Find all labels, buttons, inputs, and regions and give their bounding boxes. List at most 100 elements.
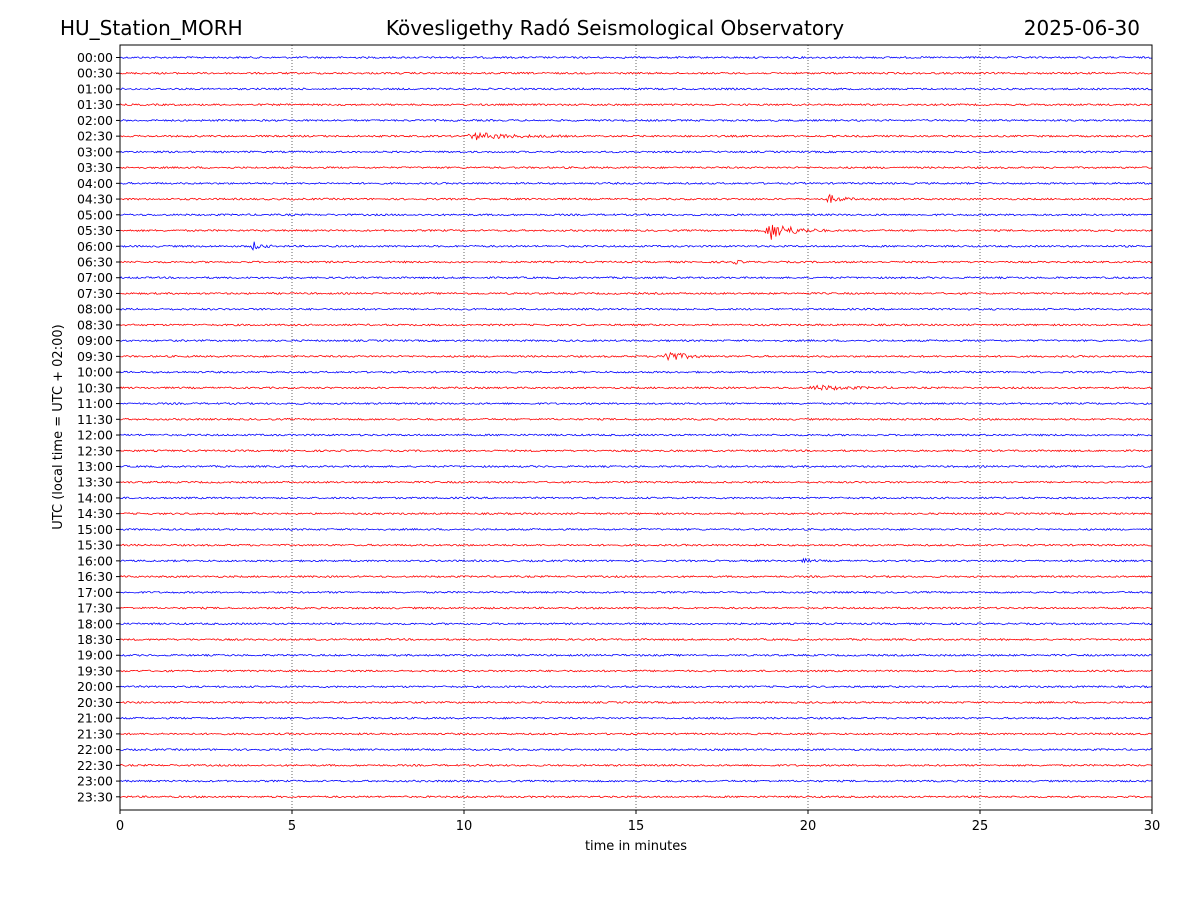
y-axis-ticks: 00:0000:3001:0001:3002:0002:3003:0003:30… — [77, 50, 120, 804]
y-axis-label: UTC (local time = UTC + 02:00) — [51, 324, 66, 529]
trace-2200 — [119, 748, 1153, 752]
trace-1430 — [119, 512, 1153, 516]
y-tick-label: 14:00 — [77, 490, 113, 505]
x-tick-label: 15 — [628, 819, 645, 834]
x-tick-label: 5 — [288, 819, 296, 834]
trace-1030 — [119, 384, 1153, 391]
y-tick-label: 16:30 — [77, 569, 113, 584]
y-tick-label: 23:30 — [77, 789, 113, 804]
y-tick-label: 12:30 — [77, 443, 113, 458]
trace-1530 — [119, 543, 1153, 547]
y-tick-label: 15:30 — [77, 538, 113, 553]
y-tick-label: 04:00 — [77, 176, 113, 191]
y-tick-label: 01:30 — [77, 97, 113, 112]
trace-1200 — [119, 433, 1153, 437]
trace-1800 — [119, 622, 1153, 626]
trace-2130 — [119, 732, 1153, 736]
trace-0100 — [119, 87, 1153, 91]
trace-0530 — [119, 224, 1153, 240]
y-tick-label: 11:30 — [77, 412, 113, 427]
y-tick-label: 22:00 — [77, 742, 113, 757]
y-tick-label: 16:00 — [77, 553, 113, 568]
trace-1700 — [119, 590, 1153, 594]
trace-1330 — [119, 480, 1153, 484]
trace-1000 — [119, 370, 1153, 374]
trace-0330 — [119, 166, 1153, 170]
y-tick-label: 05:00 — [77, 207, 113, 222]
x-tick-label: 0 — [116, 819, 124, 834]
y-tick-label: 00:00 — [77, 50, 113, 65]
y-tick-label: 09:30 — [77, 349, 113, 364]
y-tick-label: 02:30 — [77, 129, 113, 144]
y-tick-label: 10:30 — [77, 380, 113, 395]
y-tick-label: 06:00 — [77, 239, 113, 254]
y-tick-label: 17:30 — [77, 601, 113, 616]
y-tick-label: 08:00 — [77, 302, 113, 317]
y-tick-label: 08:30 — [77, 317, 113, 332]
y-tick-label: 18:00 — [77, 616, 113, 631]
trace-1100 — [119, 401, 1153, 406]
grid-lines — [291, 45, 981, 810]
trace-2330 — [119, 795, 1153, 799]
y-tick-label: 19:30 — [77, 663, 113, 678]
trace-0130 — [119, 103, 1153, 107]
y-tick-label: 12:00 — [77, 428, 113, 443]
plot-date: 2025-06-30 — [1023, 16, 1140, 40]
trace-0900 — [119, 339, 1153, 343]
y-tick-label: 04:30 — [77, 192, 113, 207]
trace-2030 — [119, 700, 1153, 704]
trace-0730 — [119, 291, 1153, 296]
y-tick-label: 20:00 — [77, 679, 113, 694]
trace-1900 — [119, 653, 1153, 657]
y-tick-label: 09:00 — [77, 333, 113, 348]
trace-0000 — [119, 55, 1153, 60]
y-tick-label: 20:30 — [77, 695, 113, 710]
y-tick-label: 06:30 — [77, 254, 113, 269]
x-tick-label: 30 — [1144, 819, 1161, 834]
x-axis-label: time in minutes — [585, 839, 687, 854]
y-tick-label: 21:30 — [77, 726, 113, 741]
trace-0600 — [119, 241, 1153, 251]
trace-1300 — [119, 464, 1153, 469]
trace-0300 — [119, 150, 1153, 154]
trace-0800 — [119, 307, 1153, 311]
y-tick-label: 15:00 — [77, 522, 113, 537]
y-tick-label: 11:00 — [77, 396, 113, 411]
y-tick-label: 23:00 — [77, 774, 113, 789]
y-tick-label: 01:00 — [77, 81, 113, 96]
x-tick-label: 20 — [800, 819, 817, 834]
trace-0200 — [119, 118, 1153, 122]
trace-1500 — [119, 527, 1153, 531]
trace-1400 — [119, 496, 1153, 500]
y-tick-label: 19:00 — [77, 648, 113, 663]
x-tick-label: 10 — [456, 819, 473, 834]
trace-2300 — [119, 779, 1153, 783]
seismogram-traces — [119, 55, 1153, 799]
trace-0230 — [119, 131, 1153, 141]
y-tick-label: 00:30 — [77, 66, 113, 81]
trace-1600 — [119, 557, 1153, 564]
y-tick-label: 22:30 — [77, 758, 113, 773]
trace-1730 — [119, 606, 1153, 610]
y-tick-label: 13:00 — [77, 459, 113, 474]
y-tick-label: 03:30 — [77, 160, 113, 175]
y-tick-label: 14:30 — [77, 506, 113, 521]
trace-0500 — [119, 213, 1153, 217]
y-tick-label: 18:30 — [77, 632, 113, 647]
y-tick-label: 10:00 — [77, 365, 113, 380]
trace-0430 — [119, 193, 1153, 204]
y-tick-label: 02:00 — [77, 113, 113, 128]
y-tick-label: 07:30 — [77, 286, 113, 301]
trace-0030 — [119, 71, 1153, 75]
trace-1230 — [119, 449, 1153, 453]
trace-0930 — [119, 351, 1153, 362]
trace-2000 — [119, 685, 1153, 689]
trace-1930 — [119, 669, 1153, 673]
trace-2230 — [119, 763, 1153, 767]
observatory-title: Kövesligethy Radó Seismological Observat… — [385, 16, 845, 40]
y-tick-label: 13:30 — [77, 475, 113, 490]
y-tick-label: 17:00 — [77, 585, 113, 600]
trace-0700 — [119, 276, 1153, 280]
y-tick-label: 21:00 — [77, 711, 113, 726]
